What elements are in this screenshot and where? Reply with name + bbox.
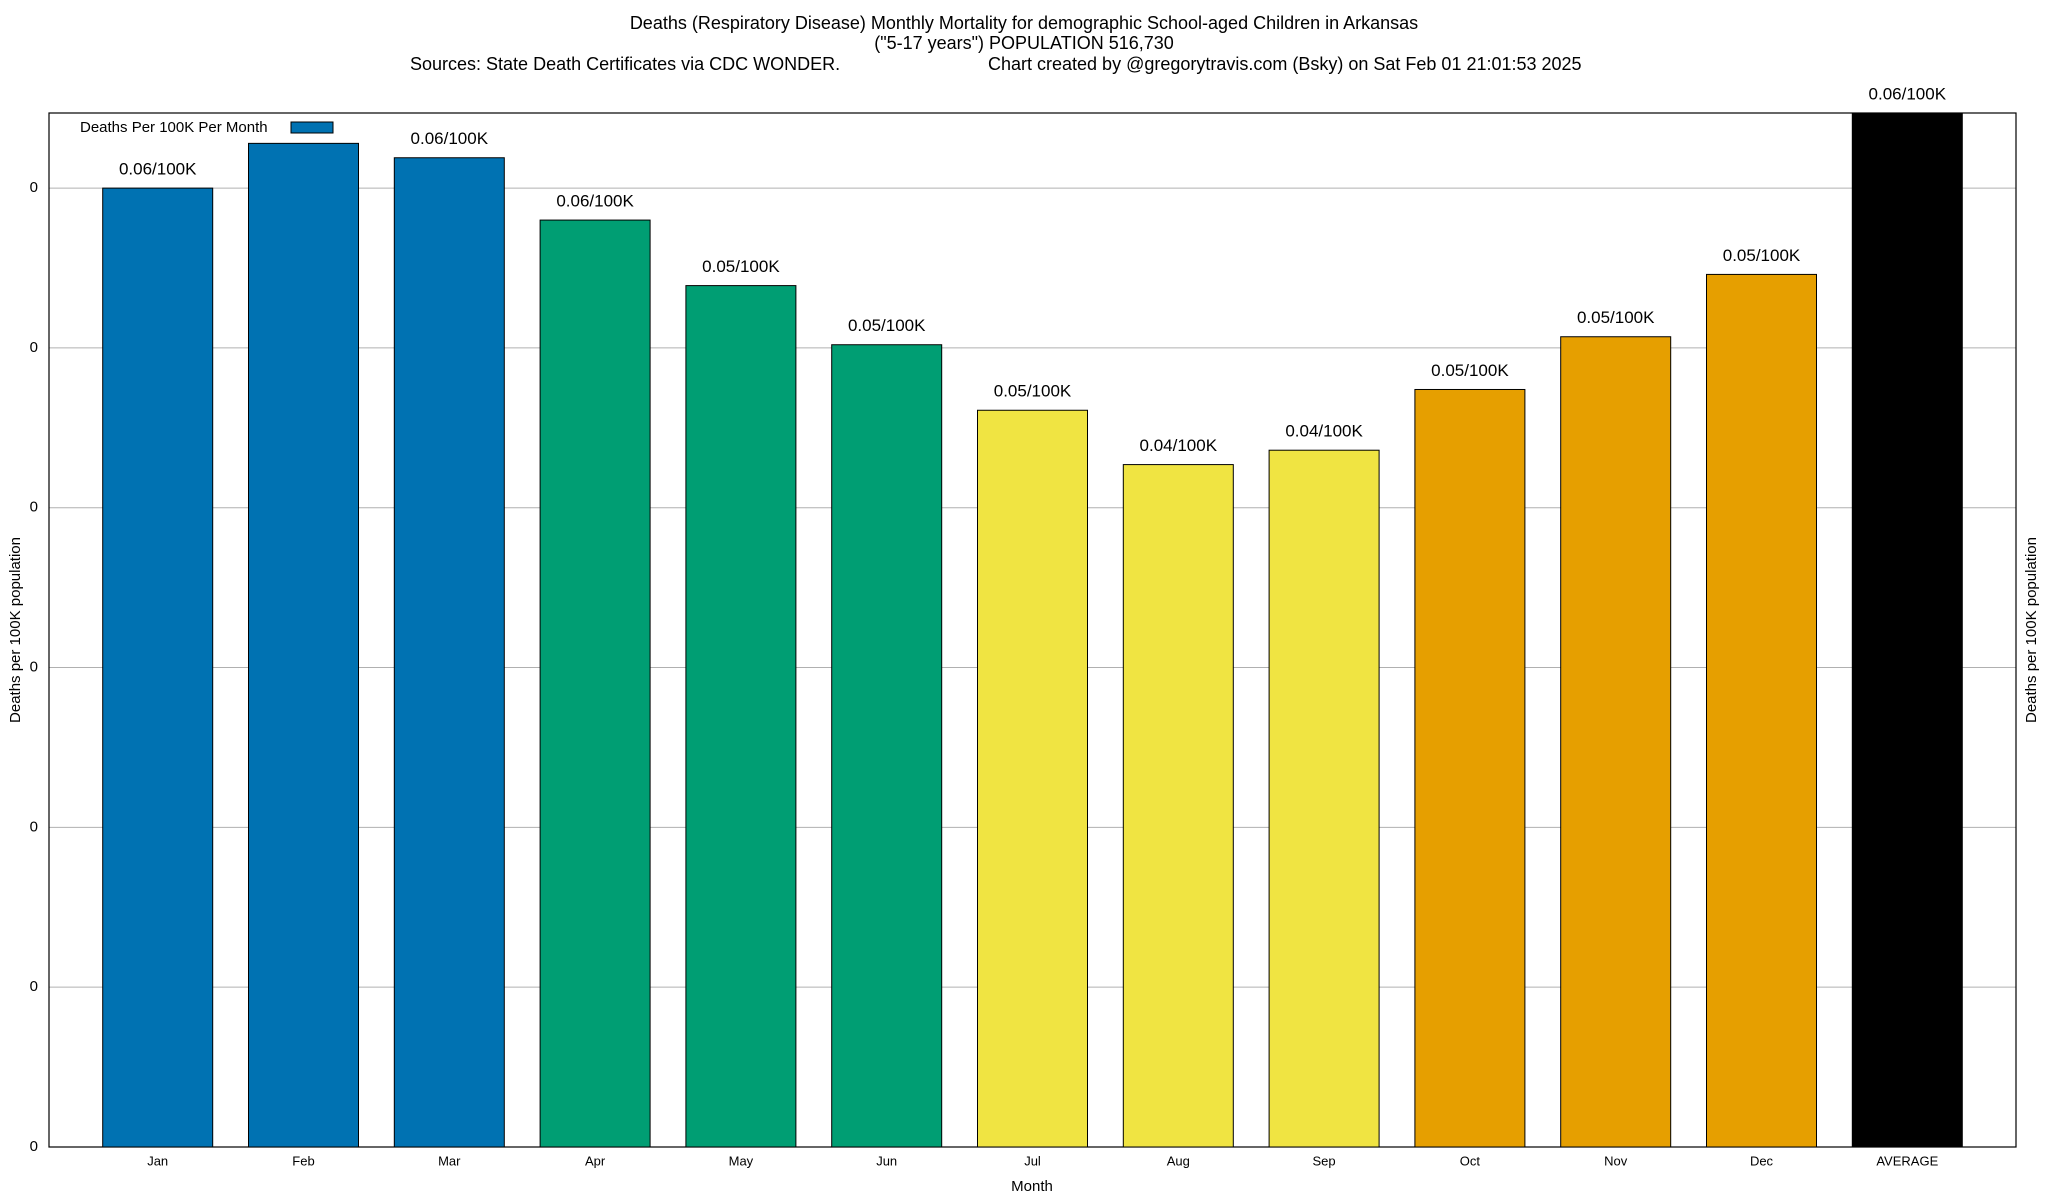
bar [1268, 449, 1380, 1148]
data-label: 0.05/100K [1431, 361, 1509, 380]
x-tick-label: Nov [1604, 1153, 1628, 1168]
bar [1560, 336, 1672, 1148]
x-tick-label: Mar [438, 1153, 461, 1168]
x-tick-label: Apr [585, 1153, 606, 1168]
bar [102, 187, 214, 1148]
y-tick-label: 0 [30, 818, 38, 835]
y2-axis-label: Deaths per 100K population [2023, 537, 2040, 723]
y-tick-label: 0 [30, 339, 38, 356]
bar [1122, 464, 1234, 1148]
credit-note: Chart created by @gregorytravis.com (Bsk… [988, 54, 1582, 74]
data-label: 0.05/100K [1723, 246, 1801, 265]
x-tick-label: Aug [1167, 1153, 1190, 1168]
x-tick-label: May [729, 1153, 754, 1168]
bar [1414, 388, 1526, 1148]
data-label: 0.06/100K [556, 192, 634, 211]
bar [1851, 112, 1963, 1148]
x-tick-label: Dec [1750, 1153, 1774, 1168]
data-label: 0.06/100K [411, 129, 489, 148]
data-label: 0.05/100K [1577, 308, 1655, 327]
bar [539, 219, 651, 1148]
bar [248, 142, 359, 1148]
data-label: 0.05/100K [994, 382, 1072, 401]
x-tick-label: Jun [876, 1153, 897, 1168]
chart-subtitle: ("5-17 years") POPULATION 516,730 [874, 33, 1174, 53]
data-label: 0.05/100K [702, 257, 780, 276]
y-tick-label: 0 [30, 499, 38, 516]
legend-swatch [290, 121, 334, 134]
bar [1706, 273, 1817, 1148]
data-label: 0.04/100K [1140, 436, 1218, 455]
x-tick-label: Oct [1460, 1153, 1481, 1168]
y-tick-label: 0 [30, 179, 38, 196]
chart-title: Deaths (Respiratory Disease) Monthly Mor… [630, 13, 1418, 33]
y-tick-label: 0 [30, 978, 38, 995]
y-axis-label: Deaths per 100K population [7, 537, 24, 723]
bar [393, 157, 505, 1148]
data-label: 0.04/100K [1285, 422, 1363, 441]
x-axis-label: Month [1011, 1178, 1053, 1195]
bar [977, 409, 1088, 1148]
x-tick-label: Feb [292, 1153, 314, 1168]
source-note: Sources: State Death Certificates via CD… [410, 54, 840, 74]
bar [831, 344, 943, 1148]
data-label: 0.06/100K [1869, 84, 1947, 103]
legend-label: Deaths Per 100K Per Month [80, 119, 268, 136]
data-label: 0.06/100K [119, 160, 197, 179]
x-tick-label: Jul [1024, 1153, 1041, 1168]
x-tick-label: Jan [147, 1153, 168, 1168]
y-tick-label: 0 [30, 659, 38, 676]
y-tick-label: 0 [30, 1138, 38, 1155]
x-tick-label: Sep [1313, 1153, 1336, 1168]
data-label: 0.05/100K [848, 316, 926, 335]
x-tick-label: AVERAGE [1876, 1153, 1938, 1168]
bar [685, 285, 797, 1148]
